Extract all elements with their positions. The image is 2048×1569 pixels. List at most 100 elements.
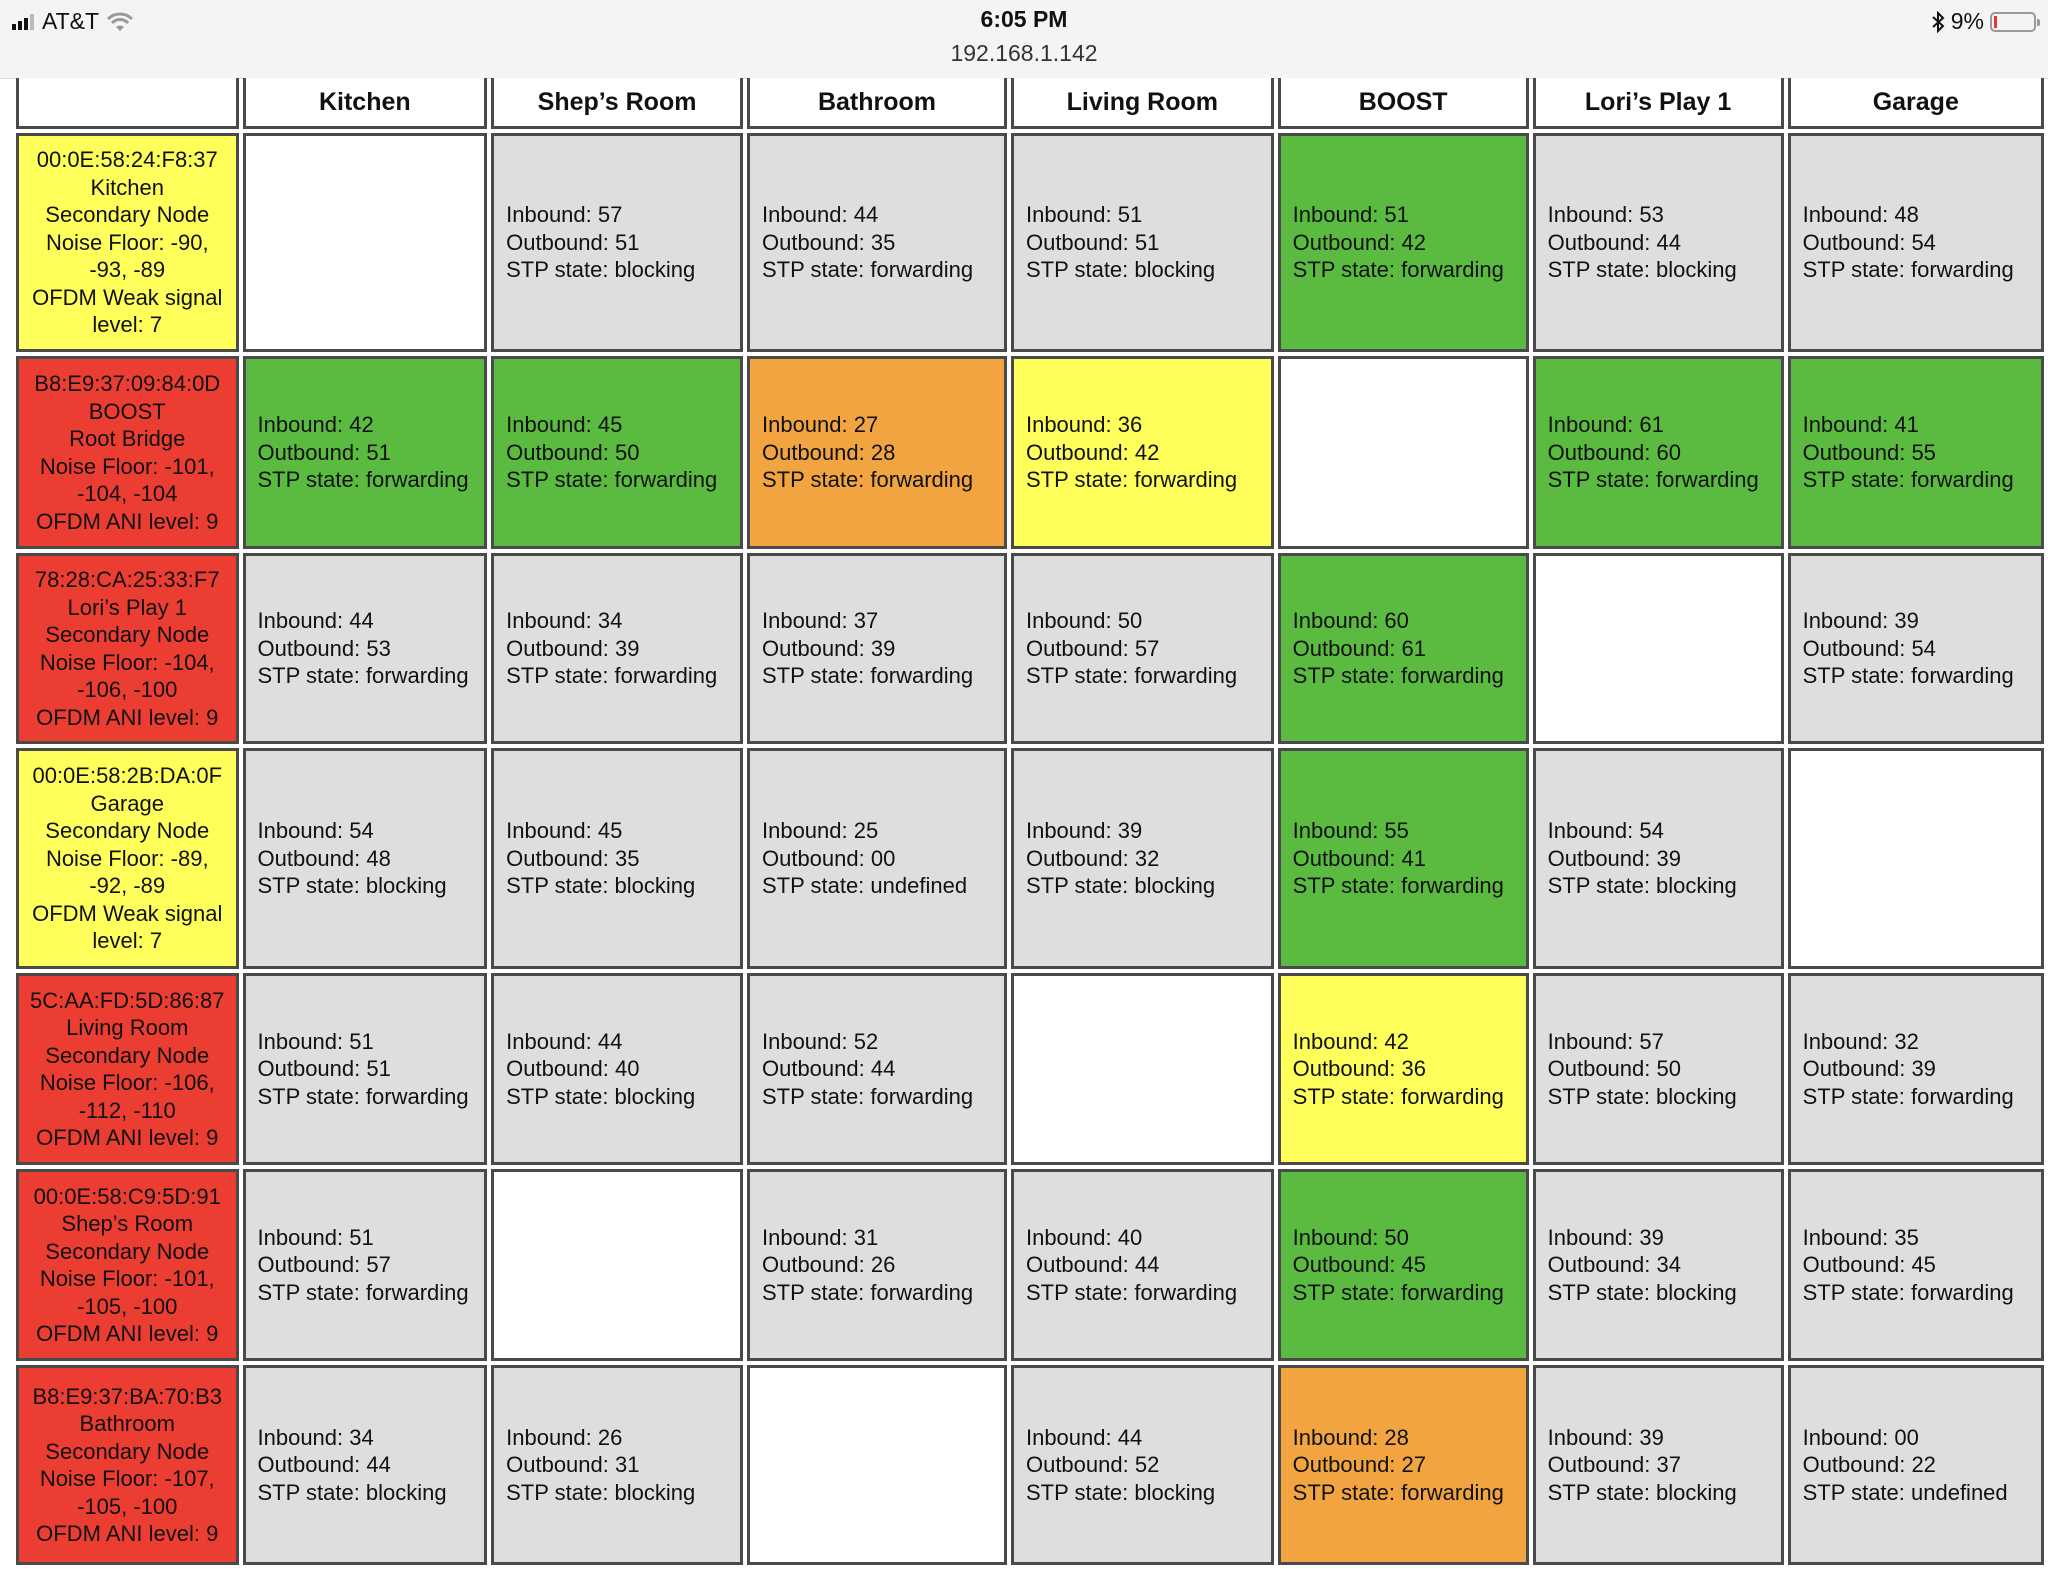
outbound-stat: Outbound: 53 [257,635,391,661]
outbound-stat: Outbound: 44 [761,1056,896,1082]
node-info-line: Noise Floor: -101, [39,1266,215,1291]
link-stats-cell: Inbound: 26 Outbound: 31 STP state: blocki… [491,1365,743,1565]
link-stats-cell: Inbound: 39 Outbound: 32 STP state: blocki… [1010,748,1274,969]
stp-stat: STP state: forwarding [506,663,718,689]
inbound-stat: Inbound: 55 [1292,818,1409,844]
node-info-cell: B8:E9:37:09:84:0D BOOST Root Bridge Noise F… [16,356,239,549]
link-stats-cell: Inbound: 60 Outbound: 61 STP state: forwar… [1277,553,1529,744]
outbound-stat: Outbound: 51 [506,229,640,255]
outbound-stat: Outbound: 42 [1292,229,1427,255]
inbound-stat: Inbound: 53 [1547,202,1664,228]
outbound-stat: Outbound: 42 [1025,439,1160,465]
empty-cell [1277,356,1529,549]
bluetooth-icon [1932,10,1945,33]
node-info-line: Bathroom [79,1411,175,1436]
inbound-stat: Inbound: 41 [1802,412,1919,438]
node-info-line: Noise Floor: -90, [45,229,209,255]
node-info-line: 00:0E:58:C9:5D:91 [33,1183,221,1209]
node-info-line: -104, -104 [77,481,178,506]
column-header-loris-play-1: Lori’s Play 1 [1532,78,1784,129]
stp-stat: STP state: blocking [1547,1479,1737,1505]
node-info-line: level: 7 [92,312,163,338]
empty-cell [1010,973,1274,1165]
node-info-line: OFDM Weak signal [32,900,223,926]
link-stats-cell: Inbound: 45 Outbound: 50 STP state: forwar… [491,356,743,549]
status-right: 9% [1931,8,2040,35]
node-info-line: Kitchen [90,174,164,200]
node-info-line: Noise Floor: -107, [39,1466,215,1491]
outbound-stat: Outbound: 28 [761,439,896,465]
inbound-stat: Inbound: 37 [761,608,879,634]
node-info-line: BOOST [88,398,166,424]
link-stats-cell: Inbound: 45 Outbound: 35 STP state: blocki… [491,748,743,969]
node-info-line: Secondary Node [45,202,210,228]
outbound-stat: Outbound: 51 [1025,229,1160,255]
battery-percent: 9% [1950,8,1984,34]
stp-stat: STP state: blocking [506,1479,696,1505]
inbound-stat: Inbound: 26 [506,1424,623,1450]
link-stats-cell: Inbound: 54 Outbound: 48 STP state: blocki… [242,748,488,969]
stp-stat: STP state: forwarding [761,663,974,689]
status-bar: AT&T 6:05 PM 192.168.1.142 9% [0,0,2048,79]
outbound-stat: Outbound: 55 [1802,439,1936,465]
stp-stat: STP state: undefined [761,873,968,899]
inbound-stat: Inbound: 34 [506,608,623,634]
stp-stat: STP state: forwarding [1802,1279,2014,1305]
node-info-line: 00:0E:58:2B:DA:0F [32,763,223,789]
inbound-stat: Inbound: 34 [257,1424,374,1450]
inbound-stat: Inbound: 32 [1802,1028,1919,1054]
inbound-stat: Inbound: 50 [1292,1224,1409,1250]
column-header-sheps-room: Shep’s Room [491,78,743,129]
clock: 6:05 PM [980,6,1068,32]
address-bar[interactable]: 192.168.1.142 [950,40,1098,66]
node-info-line: 5C:AA:FD:5D:86:87 [30,987,225,1013]
outbound-stat: Outbound: 60 [1547,439,1681,465]
stp-stat: STP state: blocking [506,257,696,283]
node-info-line: -92, -89 [89,873,166,899]
inbound-stat: Inbound: 52 [761,1028,879,1054]
outbound-stat: Outbound: 27 [1292,1452,1427,1478]
node-info-line: OFDM ANI level: 9 [36,1321,219,1346]
outbound-stat: Outbound: 54 [1802,229,1936,255]
node-info-cell: 00:0E:58:C9:5D:91 Shep’s Room Secondary No… [16,1169,239,1361]
stp-stat: STP state: forwarding [1292,663,1504,689]
inbound-stat: Inbound: 40 [1025,1224,1143,1250]
carrier-label: AT&T [42,8,100,34]
stp-stat: STP state: blocking [1547,873,1737,899]
outbound-stat: Outbound: 45 [1802,1252,1936,1278]
link-stats-cell: Inbound: 35 Outbound: 45 STP state: forwar… [1787,1169,2044,1361]
inbound-stat: Inbound: 44 [1025,1424,1143,1450]
link-stats-cell: Inbound: 27 Outbound: 28 STP state: forwar… [746,356,1007,549]
node-info-line: -93, -89 [89,257,166,283]
stp-stat: STP state: forwarding [506,467,718,493]
outbound-stat: Outbound: 39 [761,635,896,661]
link-stats-cell: Inbound: 44 Outbound: 35 STP state: forwar… [746,133,1007,352]
column-header-living-room: Living Room [1010,78,1274,129]
battery-icon [1990,11,2040,32]
link-stats-cell: Inbound: 52 Outbound: 44 STP state: forwar… [746,973,1007,1165]
outbound-stat: Outbound: 41 [1292,845,1427,871]
outbound-stat: Outbound: 40 [506,1056,640,1082]
stp-stat: STP state: forwarding [1292,1279,1504,1305]
stp-stat: STP state: forwarding [257,1083,469,1109]
outbound-stat: Outbound: 44 [1547,229,1681,255]
link-stats-cell: Inbound: 31 Outbound: 26 STP state: forwar… [746,1169,1007,1361]
outbound-stat: Outbound: 57 [1025,635,1160,661]
empty-cell [1532,553,1784,744]
link-stats-cell: Inbound: 55 Outbound: 41 STP state: forwar… [1277,748,1529,969]
link-stats-cell: Inbound: 53 Outbound: 44 STP state: blocki… [1532,133,1784,352]
link-stats-cell: Inbound: 57 Outbound: 50 STP state: blocki… [1532,973,1784,1165]
node-info-line: Secondary Node [45,1042,210,1068]
node-info-line: -112, -110 [78,1097,176,1123]
outbound-stat: Outbound: 34 [1547,1252,1681,1278]
inbound-stat: Inbound: 25 [761,818,879,844]
node-info-line: level: 7 [92,928,163,954]
stp-stat: STP state: forwarding [1292,1479,1504,1505]
inbound-stat: Inbound: 61 [1547,412,1664,438]
node-info-line: 00:0E:58:24:F8:37 [36,147,218,173]
outbound-stat: Outbound: 61 [1292,635,1427,661]
link-stats-cell: Inbound: 00 Outbound: 22 STP state: undefi… [1787,1365,2044,1565]
link-stats-cell: Inbound: 57 Outbound: 51 STP state: blocki… [491,133,743,352]
empty-cell [491,1169,743,1361]
outbound-stat: Outbound: 37 [1547,1452,1681,1478]
